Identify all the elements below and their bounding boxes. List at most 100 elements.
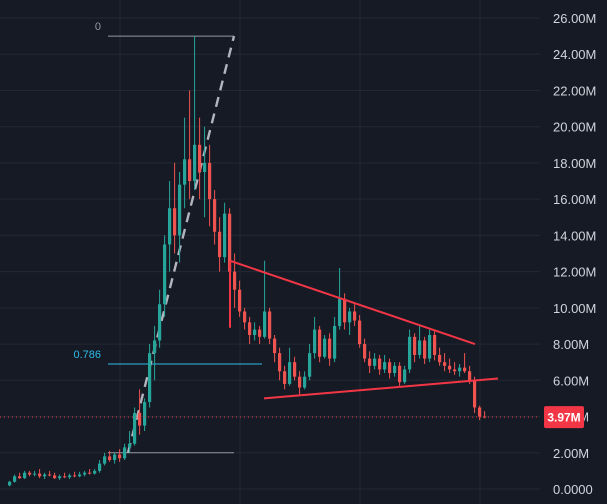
candle-body [168,208,172,245]
candle-body [443,362,447,366]
candle-body [448,365,452,370]
candle [118,449,122,462]
candle-body [413,336,417,355]
candle [298,371,302,395]
candle [428,329,432,363]
candle [303,371,307,390]
candle [28,470,32,477]
candle-body [353,311,357,321]
candle-body [328,338,332,359]
candle-body [358,320,362,345]
candle-body [428,335,432,359]
candle [413,333,417,363]
candle-body [108,456,112,461]
candle-body [238,289,242,312]
y-tick-label: 8.00M [553,337,589,352]
candle-body [173,208,177,236]
candle [128,431,132,453]
candle [248,316,252,345]
candle-body [368,358,372,366]
candle-body [198,144,202,172]
candle [328,333,332,366]
candle [368,351,372,374]
candle [53,472,57,480]
candle-body [263,311,267,337]
candle-body [38,473,42,477]
candle-body [73,475,77,477]
candle-body [473,380,477,408]
candle-body [123,447,127,459]
candle-body [78,474,82,477]
candle [408,329,412,374]
candle [278,347,282,381]
candle [293,356,297,381]
candle [453,362,457,375]
candle [283,365,287,390]
candles-layer [8,36,487,487]
candle-body [398,365,402,383]
candle [218,217,222,272]
candle-body [343,298,347,323]
candle [448,358,452,374]
candle-body [83,472,87,475]
y-tick-label: 10.00M [553,301,596,316]
candle [58,474,62,480]
candle-body [113,454,117,461]
candle [178,171,182,263]
candle-body [158,304,162,341]
candle [108,450,112,462]
trendline-lower[interactable] [263,377,499,400]
y-tick-label: 24.00M [553,47,596,62]
trendline-upper[interactable] [229,259,476,346]
y-tick-label: 2.00M [553,446,589,461]
candle-body [148,353,152,403]
candle [38,469,42,479]
candle [148,344,152,408]
candle [388,358,392,379]
candle [418,325,422,359]
candle [463,353,467,374]
fib-level-label: 0 [95,21,101,33]
candle-body [28,472,32,475]
candle-body [233,271,237,290]
y-tick-label: 26.00M [553,11,596,26]
candle-body [298,376,302,388]
projection-dashed-line[interactable] [126,35,236,454]
current-price-tag-background [544,406,584,429]
candle [308,344,312,381]
candle-body [63,476,67,478]
candle [73,471,77,478]
candle-body [203,162,207,172]
candle-body [143,402,147,426]
candle-body [348,311,352,323]
candle [443,353,447,372]
candle-body [178,184,182,236]
candle-body [88,472,92,474]
candle-body [163,244,167,305]
candle-body [333,325,337,359]
candle [183,117,187,209]
candle-body [188,159,192,182]
candle [258,325,262,345]
candle-body [258,329,262,337]
candle [8,480,12,487]
candle [363,338,367,363]
price-axis[interactable]: 0.00002.00M4.00M6.00M8.00M10.00M12.00M14… [553,11,596,497]
candle [168,181,172,272]
candle-body [438,354,442,363]
candle [93,469,97,475]
candle [458,364,462,377]
candle-body [418,340,422,355]
candle [163,235,167,317]
candle-body [183,159,187,185]
drawings-layer: 0 0.786 [73,21,262,454]
candle-body [293,362,297,377]
candle [113,452,117,464]
candle [18,472,22,480]
candle [378,354,382,375]
candle [273,335,277,363]
candle [13,474,17,483]
y-tick-label: 12.00M [553,265,596,280]
